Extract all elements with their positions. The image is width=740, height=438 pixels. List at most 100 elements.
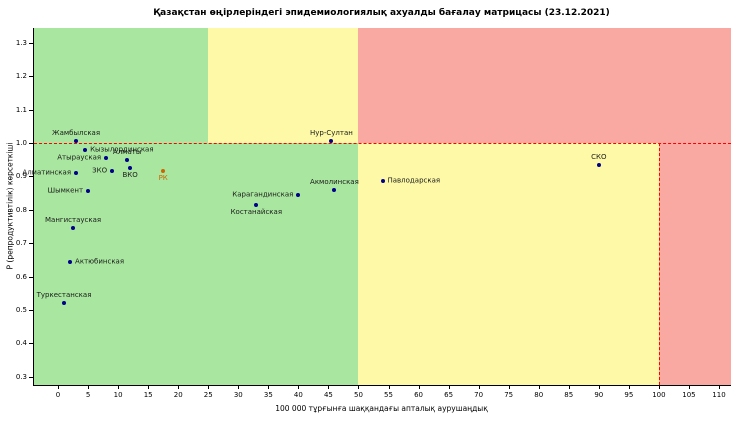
- x-axis-tick-label: 65: [444, 391, 454, 399]
- x-axis-tick: [238, 385, 240, 389]
- x-axis-tick: [538, 385, 540, 389]
- y-axis-tick: [29, 209, 33, 211]
- data-point: [68, 259, 73, 264]
- data-point-label: ВКО: [122, 171, 138, 180]
- data-point: [329, 139, 334, 144]
- plot-area: 0 5 10 15 20 25 30 35 40 45 50 55 60 65 70 75 80 85 90 95 10…: [16, 28, 731, 399]
- x-axis-tick-label: 0: [55, 391, 61, 399]
- data-point-label: Жамбылская: [52, 129, 101, 138]
- threshold-line: [658, 143, 660, 385]
- data-point-label: Шымкент: [47, 186, 84, 195]
- x-axis-tick-label: 50: [353, 391, 363, 399]
- data-point: [296, 192, 301, 197]
- x-axis-tick: [328, 385, 330, 389]
- data-point-label: Павлодарская: [387, 176, 441, 185]
- data-point-label: Карагандинская: [232, 190, 294, 199]
- x-axis-tick-label: 105: [682, 391, 696, 399]
- data-point: [86, 189, 91, 194]
- x-axis-tick-label: 85: [564, 391, 574, 399]
- y-axis-tick: [29, 176, 33, 178]
- y-axis-tick: [29, 309, 33, 311]
- x-axis-tick: [178, 385, 180, 389]
- data-point: [83, 147, 88, 152]
- x-axis-tick: [718, 385, 720, 389]
- data-point-label: Актюбинская: [75, 257, 125, 266]
- y-axis-tick: [29, 376, 33, 378]
- y-axis-tick-label: 1.3: [15, 39, 27, 47]
- x-axis-tick-label: 25: [203, 391, 213, 399]
- data-point-label: Алматы: [112, 147, 142, 156]
- x-axis-tick: [58, 385, 60, 389]
- x-axis-tick-label: 20: [173, 391, 183, 399]
- data-point: [125, 157, 130, 162]
- y-axis-tick-label: 1.1: [15, 105, 27, 114]
- x-axis-tick: [358, 385, 360, 389]
- x-axis-tick: [448, 385, 450, 389]
- x-axis-tick-label: 45: [323, 391, 333, 399]
- y-axis-tick: [29, 43, 33, 44]
- x-axis-tick: [418, 385, 420, 389]
- x-axis-tick: [658, 385, 660, 389]
- data-point-label: СКО: [591, 152, 607, 161]
- x-axis-tick-label: 15: [143, 391, 153, 399]
- data-point-label: Туркестанская: [36, 291, 92, 300]
- y-axis-tick: [29, 143, 33, 145]
- x-axis-tick: [568, 385, 570, 389]
- x-axis-tick-label: 70: [474, 391, 484, 399]
- data-point-label: РК: [158, 174, 168, 183]
- data-point: [128, 166, 133, 171]
- y-axis-tick: [29, 243, 33, 245]
- data-point-label: Алматинская: [22, 168, 72, 177]
- threshold-line: [34, 143, 731, 145]
- y-axis-tick: [29, 343, 33, 345]
- data-point: [380, 179, 385, 184]
- x-axis-tick: [298, 385, 300, 389]
- x-axis-tick-label: 30: [233, 391, 243, 399]
- data-point-label: Нур-Султан: [310, 129, 353, 138]
- data-point-label: Мангистауская: [45, 216, 102, 225]
- x-axis-tick: [88, 385, 90, 389]
- y-axis-tick-label: 0.6: [15, 272, 27, 281]
- data-point: [74, 139, 79, 144]
- x-axis-tick-label: 90: [594, 391, 604, 399]
- data-point: [110, 169, 115, 174]
- y-axis-tick-label: 0.7: [15, 239, 27, 248]
- data-point: [596, 162, 601, 167]
- x-axis-tick-label: 60: [414, 391, 424, 399]
- x-axis-tick-label: 110: [712, 391, 726, 399]
- x-axis-tick: [598, 385, 600, 389]
- chart-title: Қазақстан өңірлеріндегі эпидемиологиялық…: [153, 8, 610, 18]
- risk-zone-green-bottom: [34, 143, 359, 385]
- x-axis-tick: [268, 385, 270, 389]
- y-axis-tick: [29, 276, 33, 278]
- x-axis-tick: [208, 385, 210, 389]
- x-axis-tick: [148, 385, 150, 389]
- data-point: [71, 226, 76, 231]
- risk-zone-yellow-top: [208, 28, 359, 144]
- y-axis-tick-label: 1.2: [15, 72, 27, 81]
- data-point: [74, 171, 79, 176]
- x-axis-tick: [508, 385, 510, 389]
- data-point-label: Атырауская: [57, 153, 102, 162]
- data-point: [62, 301, 67, 306]
- data-point-label: Акмолинская: [310, 177, 359, 186]
- x-axis-tick-label: 95: [624, 391, 634, 399]
- y-axis-tick-label: 0.3: [15, 372, 27, 381]
- y-axis-tick-label: 0.4: [15, 339, 27, 348]
- risk-zone-green-top: [34, 28, 209, 144]
- x-axis-tick: [478, 385, 480, 389]
- risk-zone-red-top: [358, 28, 731, 144]
- x-axis-tick: [628, 385, 630, 389]
- y-axis-tick-label: 0.5: [15, 305, 27, 314]
- x-axis-tick: [388, 385, 390, 389]
- data-point: [254, 202, 259, 207]
- y-axis-label: Р (репродуктивтілік) көрсеткіші: [5, 142, 15, 270]
- data-point: [104, 156, 109, 161]
- x-axis-tick: [688, 385, 690, 389]
- data-point-label: Костанайская: [230, 207, 283, 216]
- data-point: [332, 187, 337, 192]
- data-point-label: Кызылординская: [90, 145, 154, 154]
- x-axis-tick-label: 10: [113, 391, 123, 399]
- y-axis-tick-label: 0.8: [15, 205, 27, 214]
